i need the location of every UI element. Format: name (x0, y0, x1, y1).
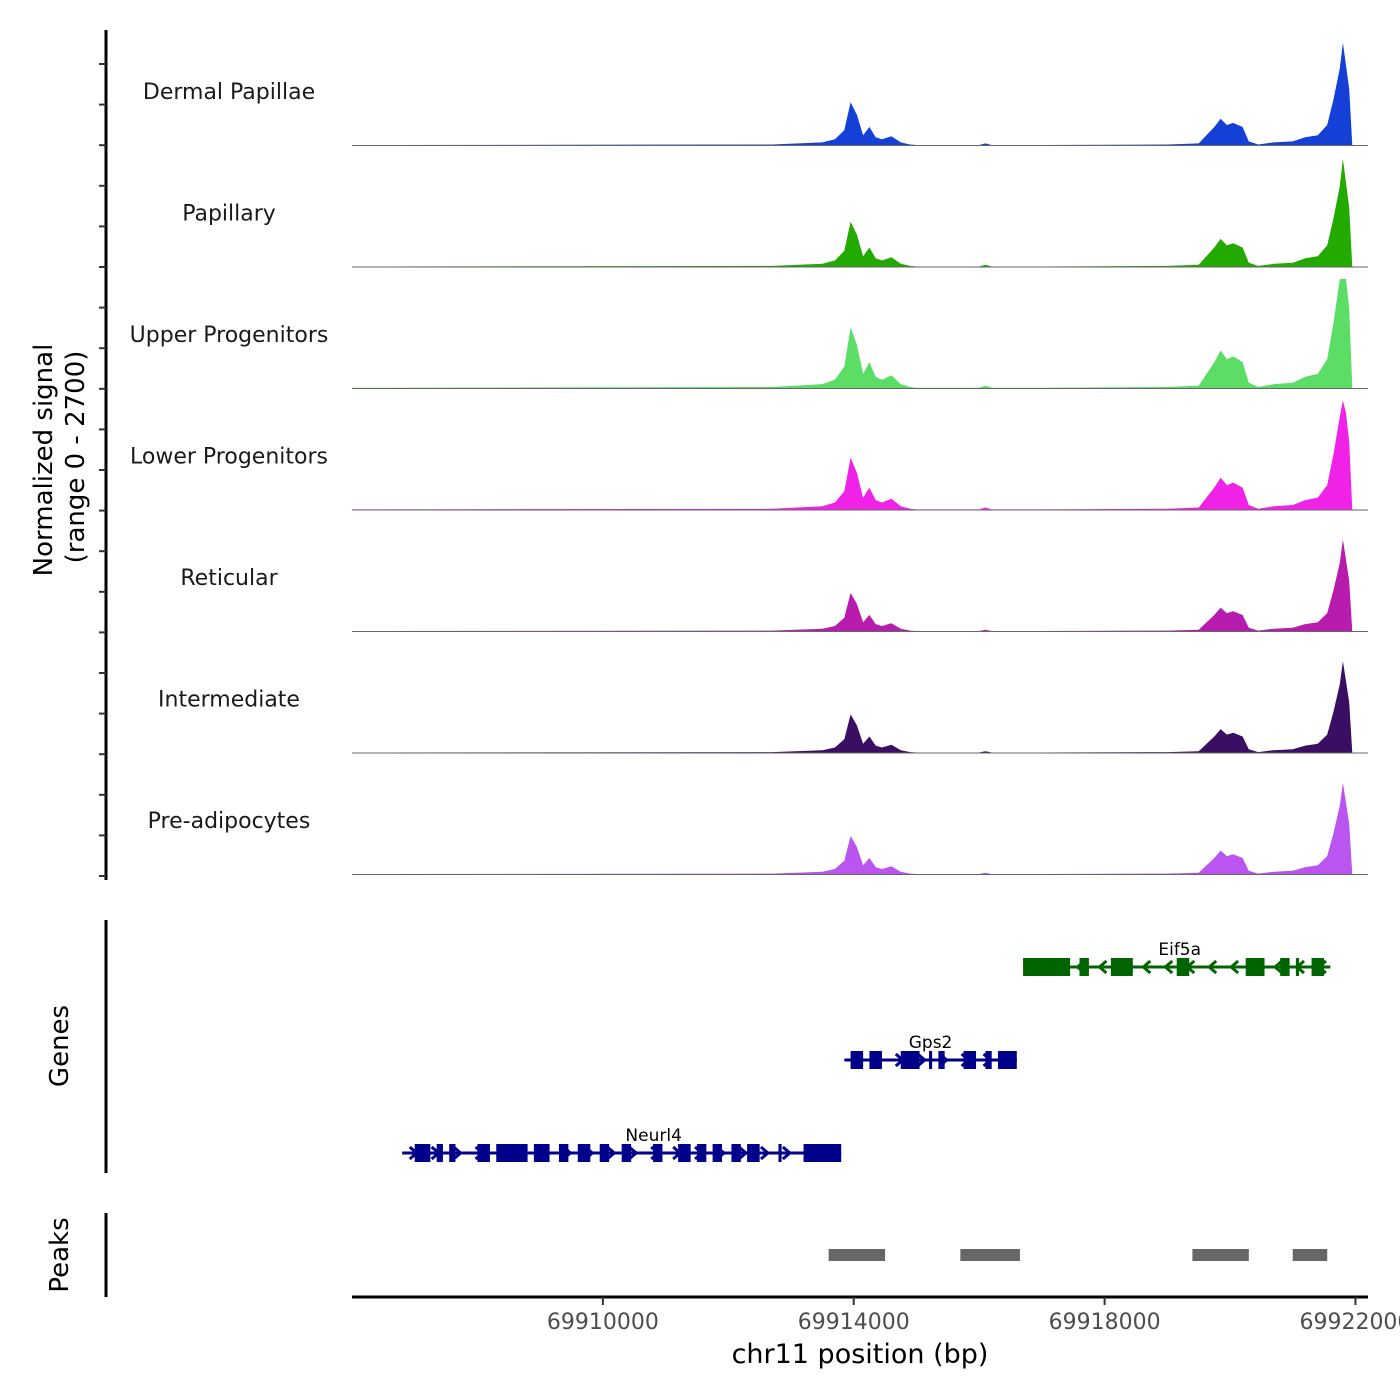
track-label: Papillary (182, 202, 276, 227)
track-pre-adipocytes: Pre-adipocytes (148, 782, 1368, 875)
gene-gps2: Gps2 (844, 1033, 1017, 1069)
exon (1295, 958, 1300, 976)
strand-arrow-icon (1206, 959, 1218, 975)
strand-arrow-icon (916, 1052, 928, 1068)
strand-arrow-icon (781, 1145, 793, 1161)
exon (928, 1051, 933, 1069)
exon (1176, 958, 1190, 976)
track-label: Upper Progenitors (130, 323, 329, 348)
track-upper-progenitors: Upper Progenitors (130, 279, 1368, 389)
gene-label: Neurl4 (625, 1126, 681, 1146)
gene-neurl4: Neurl4 (402, 1126, 842, 1162)
exon (577, 1144, 591, 1162)
strand-arrow-icon (1163, 959, 1174, 975)
coverage-y-ticks (99, 63, 106, 877)
track-papillary: Papillary (182, 158, 1368, 268)
coverage-y-label-line2: (range 0 - 2700) (61, 351, 91, 564)
x-axis-ticks: 69910000 69914000 69918000 69922000 (547, 1297, 1400, 1335)
exon (621, 1144, 632, 1162)
track-label: Pre-adipocytes (148, 809, 311, 834)
exon (678, 1144, 691, 1162)
strand-arrow-icon (1141, 959, 1152, 975)
exon (963, 1051, 977, 1069)
genes-panel-label: Genes (45, 1005, 75, 1087)
x-tick-label: 69918000 (1049, 1310, 1161, 1335)
coverage-y-label-line1: Normalized signal (29, 344, 59, 577)
exon (1110, 958, 1133, 976)
exon (747, 1144, 760, 1162)
track-reticular: Reticular (180, 539, 1368, 632)
exon (599, 1144, 610, 1162)
exon (558, 1144, 569, 1162)
genes-panel: Eif5a Gps2 Neurl4 (402, 940, 1331, 1162)
strand-arrow-icon (628, 1145, 639, 1161)
exon (731, 1144, 741, 1162)
exon (985, 1051, 992, 1069)
exon (653, 1144, 663, 1162)
strand-arrow-icon (1097, 959, 1108, 975)
exon (1023, 958, 1071, 976)
coverage-area (352, 661, 1368, 753)
exon (900, 1051, 920, 1069)
peak-region (1292, 1249, 1328, 1261)
gene-label: Eif5a (1158, 940, 1201, 960)
coverage-area (352, 539, 1368, 632)
exon (1311, 958, 1325, 976)
track-label: Lower Progenitors (130, 445, 328, 470)
exon (869, 1051, 882, 1069)
exon (696, 1144, 707, 1162)
coverage-area (352, 279, 1368, 389)
peaks-panel (828, 1249, 1328, 1261)
track-label: Intermediate (158, 688, 300, 713)
exon (938, 1051, 945, 1069)
coverage-area (352, 158, 1368, 267)
peak-region (1192, 1249, 1249, 1261)
exon (1280, 958, 1290, 976)
x-tick-label: 69910000 (547, 1310, 659, 1335)
exon (449, 1144, 456, 1162)
coverage-area (352, 400, 1368, 510)
strand-arrow-icon (1272, 959, 1284, 975)
exon (778, 1144, 782, 1162)
exon (712, 1144, 723, 1162)
peak-region (828, 1249, 886, 1261)
track-intermediate: Intermediate (158, 661, 1368, 754)
exon (496, 1144, 528, 1162)
peaks-panel-label: Peaks (45, 1217, 75, 1292)
coverage-area (352, 42, 1368, 146)
strand-arrow-icon (452, 1145, 463, 1161)
x-tick-label: 69922000 (1299, 1310, 1400, 1335)
exon (1245, 958, 1265, 976)
exon (533, 1144, 550, 1162)
exon (803, 1144, 842, 1162)
exon (414, 1144, 431, 1162)
exon (1079, 958, 1089, 976)
strand-arrow-icon (606, 1145, 617, 1161)
gene-label: Gps2 (909, 1033, 953, 1053)
gene-eif5a: Eif5a (1023, 940, 1331, 976)
track-label: Dermal Papillae (143, 80, 315, 105)
strand-arrow-icon (759, 1145, 771, 1161)
exon (850, 1051, 864, 1069)
exon (477, 1144, 490, 1162)
strand-arrow-icon (1228, 959, 1240, 975)
strand-arrow-icon (737, 1145, 749, 1161)
x-axis-label: chr11 position (bp) (732, 1339, 989, 1370)
exon (436, 1144, 443, 1162)
coverage-panel: Dermal Papillae Papillary Upper Progenitor… (130, 42, 1368, 875)
x-tick-label: 69914000 (798, 1310, 910, 1335)
track-lower-progenitors: Lower Progenitors (130, 400, 1368, 511)
track-label: Reticular (180, 566, 278, 591)
exon (997, 1051, 1017, 1069)
coverage-area (352, 782, 1368, 875)
peak-region (960, 1249, 1020, 1261)
track-dermal-papillae: Dermal Papillae (143, 42, 1368, 146)
